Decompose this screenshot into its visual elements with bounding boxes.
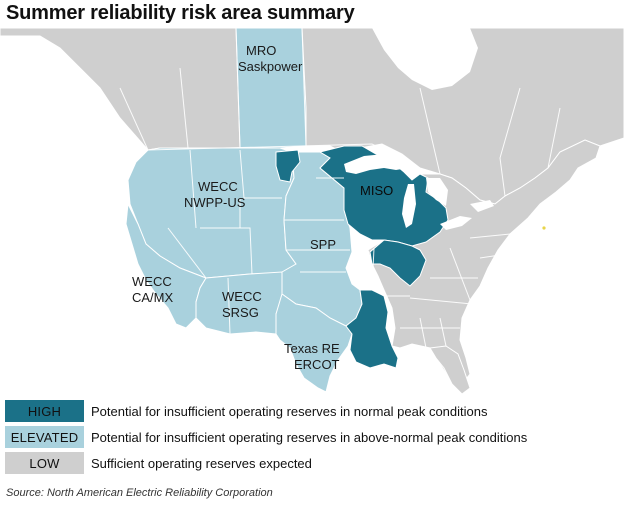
- label-texas-line1: Texas RE: [284, 341, 340, 356]
- label-wecc-camx-line2: CA/MX: [132, 290, 174, 305]
- source-note: Source: North American Electric Reliabil…: [6, 487, 273, 499]
- label-wecc-srsg-line2: SRSG: [222, 305, 259, 320]
- legend-swatch-high: HIGH: [5, 400, 84, 422]
- legend-desc-high: Potential for insufficient operating res…: [91, 403, 488, 419]
- legend-swatch-low: LOW: [5, 452, 84, 474]
- label-mro-line2: Saskpower: [238, 59, 303, 74]
- label-wecc-srsg-line1: WECC: [222, 289, 262, 304]
- region-miso-central: [369, 239, 427, 287]
- region-wecc-ca-mx: [125, 202, 207, 329]
- label-mro-line1: MRO: [246, 43, 276, 58]
- legend-swatch-elevated: ELEVATED: [5, 426, 84, 448]
- lake-superior: [344, 154, 408, 174]
- region-miso-south: [345, 289, 399, 369]
- legend-item-elevated: ELEVATED Potential for insufficient oper…: [5, 426, 527, 448]
- lake-ontario: [470, 200, 494, 212]
- legend-item-low: LOW Sufficient operating reserves expect…: [5, 452, 312, 474]
- label-texas-line2: ERCOT: [294, 357, 340, 372]
- label-miso: MISO: [360, 183, 393, 198]
- lake-huron: [426, 178, 448, 206]
- legend-item-high: HIGH Potential for insufficient operatin…: [5, 400, 487, 422]
- label-wecc-camx-line1: WECC: [132, 274, 172, 289]
- region-florida: [429, 345, 471, 395]
- lake-erie: [440, 216, 472, 230]
- region-miso-west-pocket: [275, 149, 301, 183]
- region-texas-re-ercot: [275, 293, 353, 393]
- label-wecc-nwpp-line1: WECC: [198, 179, 238, 194]
- marker-dot: [542, 226, 546, 230]
- label-wecc-nwpp-line2: NWPP-US: [184, 195, 246, 210]
- label-spp: SPP: [310, 237, 336, 252]
- risk-map-svg: MRO Saskpower WECC NWPP-US MISO SPP WECC…: [0, 28, 624, 396]
- map-title: Summer reliability risk area summary: [6, 2, 355, 24]
- risk-map: MRO Saskpower WECC NWPP-US MISO SPP WECC…: [0, 28, 624, 396]
- legend-desc-low: Sufficient operating reserves expected: [91, 455, 312, 471]
- boundary-lines: [119, 28, 561, 359]
- hudson-bay: [372, 28, 478, 90]
- lake-michigan: [402, 184, 416, 228]
- legend-desc-elevated: Potential for insufficient operating res…: [91, 429, 528, 445]
